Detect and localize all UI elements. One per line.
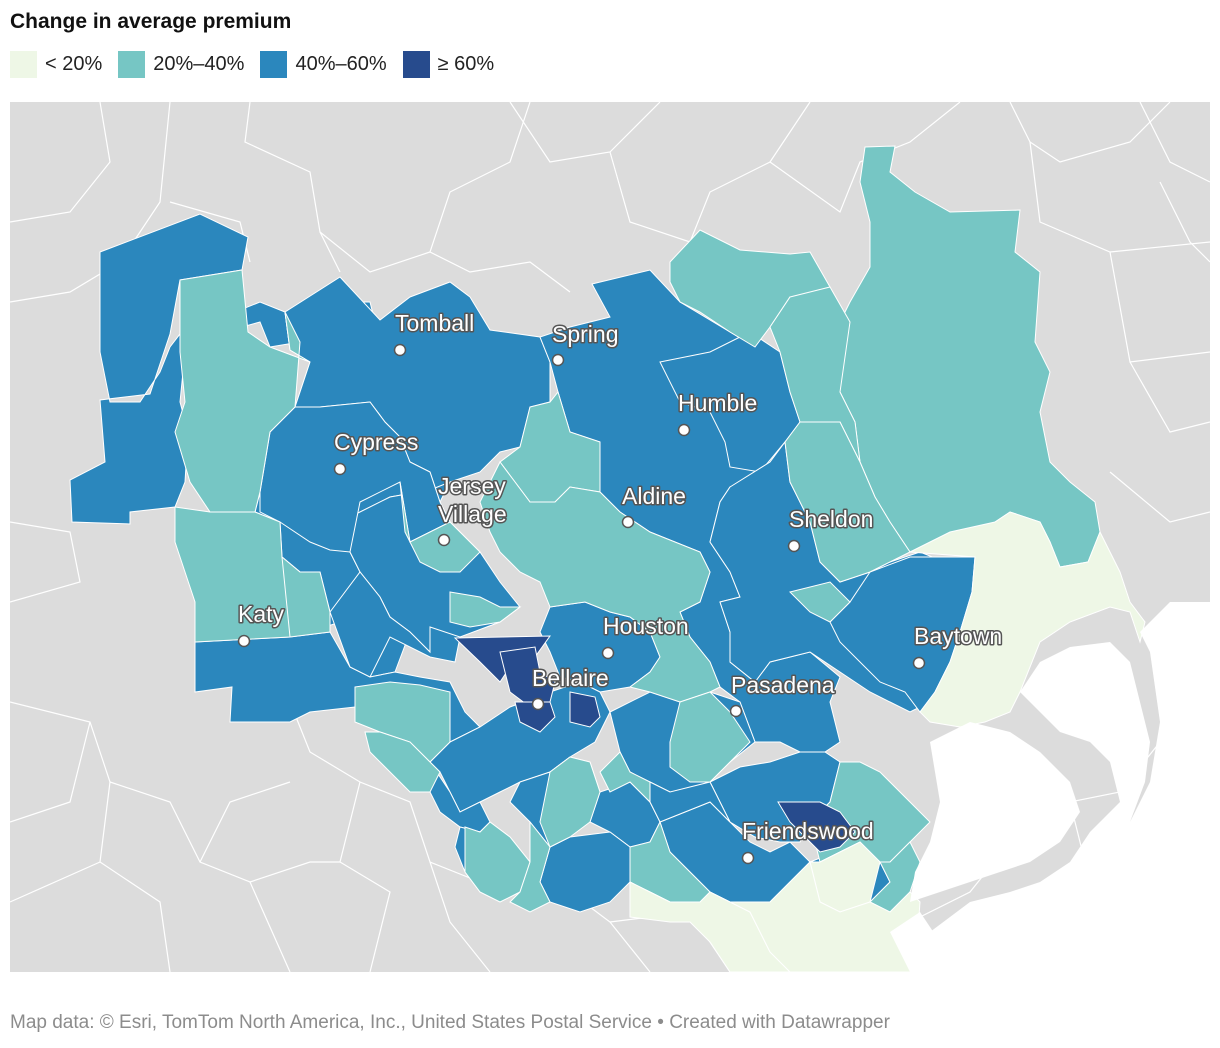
city-markers: Tomball Spring Humble Cypress Jersey Vil… xyxy=(237,309,1004,865)
legend-item-20-40: 20%–40% xyxy=(118,50,245,78)
city-marker-spring xyxy=(551,353,565,367)
map-area[interactable]: Tomball Spring Humble Cypress Jersey Vil… xyxy=(10,102,1210,972)
zones-20-40[interactable] xyxy=(174,145,1101,913)
city-label-humble: Humble xyxy=(678,390,757,416)
city-label-sheldon: Sheldon xyxy=(789,506,873,532)
city-label-tomball: Tomball xyxy=(395,310,474,336)
legend-swatch xyxy=(118,50,146,78)
city-marker-baytown xyxy=(912,656,926,670)
city-label-spring: Spring xyxy=(552,321,618,347)
city-marker-sheldon xyxy=(787,539,801,553)
city-label-friendswood: Friendswood xyxy=(742,818,874,844)
city-label-jersey: Jersey xyxy=(438,473,506,499)
zones-60-plus[interactable] xyxy=(453,635,856,853)
gray-boundaries xyxy=(10,102,1210,972)
footer-credit[interactable]: Created with Datawrapper xyxy=(669,1012,890,1033)
city-marker-tomball xyxy=(393,343,407,357)
footer-source: Map data: © Esri, TomTom North America, … xyxy=(10,1012,652,1033)
bay-water-west xyxy=(910,722,1080,902)
footer: Map data: © Esri, TomTom North America, … xyxy=(10,1012,890,1034)
city-label-houston: Houston xyxy=(603,613,689,639)
zones-under-20[interactable] xyxy=(629,511,1146,972)
city-marker-jersey-village xyxy=(437,533,451,547)
city-label-bellaire: Bellaire xyxy=(532,665,609,691)
legend-swatch xyxy=(10,50,37,78)
choropleth-map[interactable]: Tomball Spring Humble Cypress Jersey Vil… xyxy=(10,102,1210,972)
bay-water-south xyxy=(890,912,940,972)
city-label-baytown: Baytown xyxy=(914,623,1002,649)
footer-separator: • xyxy=(657,1012,664,1033)
city-marker-humble xyxy=(677,423,691,437)
legend-label: 20%–40% xyxy=(153,52,245,75)
city-marker-bellaire xyxy=(531,697,545,711)
legend: < 20% 20%–40% 40%–60% ≥ 60% xyxy=(10,50,510,78)
map-title: Change in average premium xyxy=(10,10,292,33)
city-marker-houston xyxy=(601,646,615,660)
city-marker-cypress xyxy=(333,462,347,476)
city-marker-aldine xyxy=(621,515,635,529)
city-label-pasadena: Pasadena xyxy=(731,672,835,698)
city-marker-katy xyxy=(237,634,251,648)
legend-label: ≥ 60% xyxy=(437,52,495,75)
city-marker-pasadena xyxy=(729,704,743,718)
galveston-bay-water xyxy=(920,602,1210,972)
city-label-village: Village xyxy=(438,501,507,527)
city-label-aldine: Aldine xyxy=(622,483,686,509)
legend-item-40-60: 40%–60% xyxy=(260,50,387,78)
city-label-katy: Katy xyxy=(238,601,285,627)
legend-swatch xyxy=(260,50,288,78)
legend-item-60-plus: ≥ 60% xyxy=(402,50,495,78)
city-marker-friendswood xyxy=(741,851,755,865)
city-label-cypress: Cypress xyxy=(334,429,418,455)
legend-label: < 20% xyxy=(45,52,103,75)
legend-item-under-20: < 20% xyxy=(10,50,103,78)
legend-swatch xyxy=(402,50,430,78)
legend-label: 40%–60% xyxy=(295,52,387,75)
